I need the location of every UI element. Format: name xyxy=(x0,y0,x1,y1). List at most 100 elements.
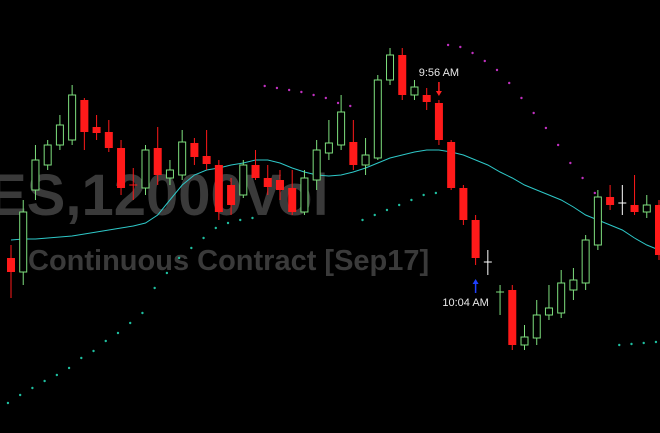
sar-dot xyxy=(300,90,303,94)
sar-dot xyxy=(385,208,389,212)
candle-body xyxy=(104,132,113,148)
sar-dot xyxy=(129,321,132,325)
sar-dot xyxy=(459,45,462,49)
annotation-label: 9:56 AM xyxy=(419,67,459,79)
sar-dot xyxy=(471,51,474,55)
candle-body xyxy=(324,142,333,154)
sar-dot xyxy=(141,311,144,315)
candle-body xyxy=(117,148,126,188)
sar-dot xyxy=(361,218,364,222)
sar-dot xyxy=(263,84,266,88)
candle-body xyxy=(544,307,553,316)
sar-dot xyxy=(593,191,597,195)
candle-body xyxy=(153,148,162,175)
candle-body xyxy=(447,142,456,188)
sar-dot xyxy=(67,366,71,370)
candle-body xyxy=(239,164,248,196)
sar-dot xyxy=(397,203,401,207)
candle-body xyxy=(630,205,639,212)
sar-dot xyxy=(190,246,193,250)
sar-dot xyxy=(349,104,352,108)
candle-body xyxy=(373,79,382,159)
sar-dot xyxy=(373,213,376,217)
sar-dot xyxy=(55,373,59,377)
annotation-label: 10:04 AM xyxy=(442,297,488,309)
candle-body xyxy=(569,279,578,291)
candle-body xyxy=(227,185,236,205)
candle-body xyxy=(508,290,517,345)
candle-body xyxy=(214,165,223,212)
watermark-subtitle: Continuous Contract [Sep17] xyxy=(28,245,429,277)
sar-dot xyxy=(31,386,34,390)
sar-dot xyxy=(544,126,548,130)
sar-dot xyxy=(275,86,279,90)
candle-body xyxy=(581,239,590,284)
annotation-arrowhead xyxy=(472,279,479,284)
sar-dot xyxy=(446,43,450,47)
candle-body xyxy=(471,220,480,258)
candle-body xyxy=(19,211,28,273)
sar-dot xyxy=(410,198,413,202)
candle-body xyxy=(251,165,260,178)
candle-body xyxy=(80,100,89,132)
candle-body xyxy=(288,188,297,212)
sar-dot xyxy=(214,226,217,230)
candle-body xyxy=(410,86,419,96)
candle-body xyxy=(532,314,541,339)
sar-dot xyxy=(153,286,156,290)
candle-body xyxy=(178,141,187,176)
sar-dot xyxy=(630,342,633,346)
sar-dot xyxy=(6,401,10,405)
candle-body xyxy=(422,95,431,102)
candle-body xyxy=(459,188,468,220)
watermark-title: ES,12000Vol xyxy=(0,163,329,228)
candle-body xyxy=(31,159,40,191)
candle-body xyxy=(190,143,199,157)
candle-body xyxy=(520,336,529,346)
sar-dot xyxy=(177,256,181,260)
sar-dot xyxy=(239,218,242,222)
candle-body xyxy=(434,103,443,140)
annotation-arrowhead xyxy=(435,91,442,96)
sar-dot xyxy=(654,340,658,344)
sar-dot xyxy=(165,271,169,275)
sar-dot xyxy=(556,143,560,147)
candle-body xyxy=(263,178,272,187)
sar-dot xyxy=(43,379,46,383)
candle-body xyxy=(386,54,395,81)
sar-dot xyxy=(324,96,328,100)
sar-dot xyxy=(104,339,107,343)
candle-body xyxy=(655,205,660,255)
sar-dot xyxy=(116,331,120,335)
candle-body xyxy=(398,55,407,95)
sar-dot xyxy=(312,93,315,97)
sar-dot xyxy=(532,111,535,115)
sar-dot xyxy=(80,356,83,360)
candle-body xyxy=(349,142,358,165)
sar-dot xyxy=(434,191,438,195)
candle-body xyxy=(557,282,566,314)
sar-dot xyxy=(483,59,486,63)
sar-dot xyxy=(336,101,340,105)
candle-body xyxy=(141,149,150,189)
sar-dot xyxy=(642,341,645,345)
sar-dot xyxy=(287,88,291,92)
candle-body xyxy=(68,94,77,141)
candle-body xyxy=(55,124,64,146)
candle-body xyxy=(337,111,346,146)
sar-dot xyxy=(581,176,584,180)
sar-dot xyxy=(508,81,511,85)
sar-dot xyxy=(251,216,254,220)
sar-dot xyxy=(226,221,230,225)
sar-dot xyxy=(569,161,572,165)
candle-body xyxy=(361,154,370,166)
sar-dot xyxy=(618,343,621,347)
candle-body xyxy=(275,180,284,190)
sar-dot xyxy=(495,68,499,72)
candle-body xyxy=(642,204,651,213)
candle-body xyxy=(300,177,309,213)
sar-dot xyxy=(422,193,425,197)
sar-dot xyxy=(202,236,205,240)
